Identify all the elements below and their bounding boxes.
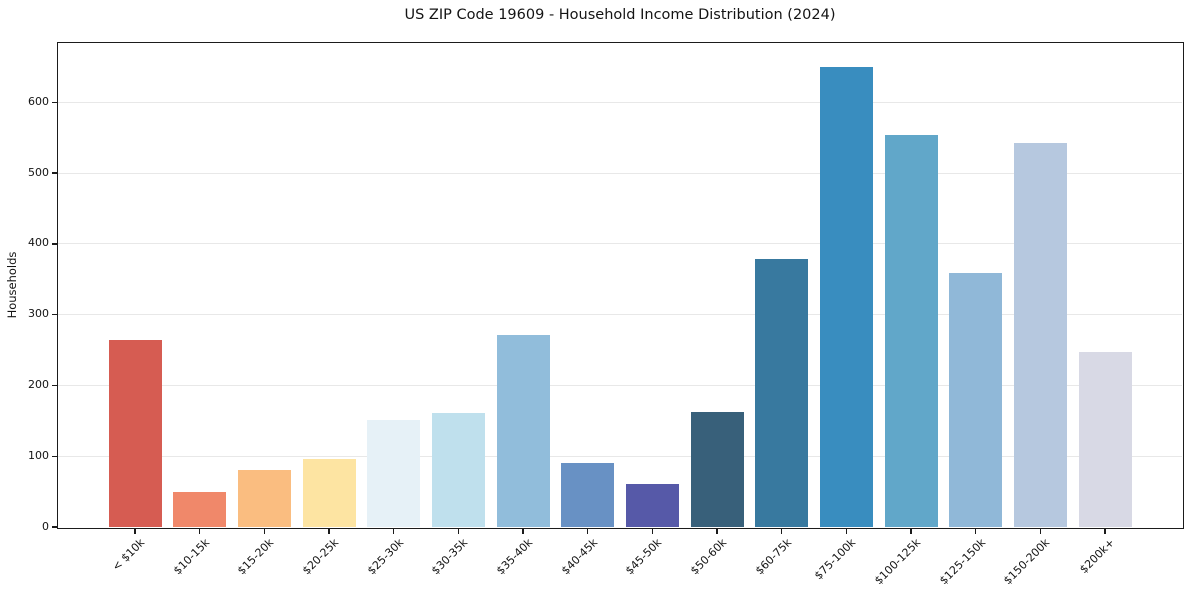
bar-$125-150k [949,272,1003,527]
x-tick-mark-$40-45k [586,528,589,534]
y-tick-mark-300 [51,314,57,316]
bar-$35-40k [496,334,550,527]
bar-$100-125k [884,135,938,527]
x-tick-mark-$75-100k [845,528,848,534]
x-tick-label-< $10k: < $10k [109,536,148,574]
x-tick-mark-$50-60k [716,528,718,534]
y-tick-mark-200 [51,384,57,387]
y-tick-label-0: 0 [42,519,49,533]
bar-$15-20k [237,469,291,527]
plot-area [56,41,1184,529]
gridline-y-600 [58,101,1182,103]
x-tick-mark-$200k+ [1104,528,1106,534]
x-tick-mark-$45-50k [651,528,654,534]
bar-$40-45k [561,463,615,527]
gridline-y-200 [58,384,1182,386]
gridline-y-300 [58,314,1182,316]
bar-$20-25k [302,459,356,527]
gridline-y-400 [58,243,1182,245]
bar-$25-30k [367,420,421,527]
y-tick-label-300: 300 [28,307,49,321]
y-tick-label-600: 600 [28,94,49,108]
y-tick-mark-600 [51,101,57,104]
bar-$150-200k [1013,142,1067,527]
x-tick-mark-$20-25k [328,528,330,534]
x-tick-mark-< $10k [134,528,136,534]
y-tick-label-100: 100 [28,448,49,462]
bar-$75-100k [819,67,873,527]
x-tick-mark-$35-40k [522,528,524,534]
y-tick-label-400: 400 [28,236,49,250]
y-tick-mark-100 [51,455,57,457]
x-tick-mark-$15-20k [263,528,266,534]
bar-$60-75k [755,258,809,527]
x-tick-mark-$30-35k [457,528,460,534]
chart-title: US ZIP Code 19609 - Household Income Dis… [404,7,836,23]
bar-< $10k [108,339,162,527]
x-tick-mark-$10-15k [198,528,201,534]
y-tick-mark-400 [51,243,57,245]
y-tick-label-200: 200 [28,377,49,391]
x-tick-mark-$100-125k [910,528,912,534]
bar-$45-50k [625,483,679,527]
bar-$200k+ [1078,352,1132,527]
x-tick-mark-$150-200k [1039,528,1042,534]
x-tick-mark-$25-30k [392,528,395,534]
x-tick-mark-$60-75k [780,528,783,534]
gridline-y-100 [58,455,1182,457]
gridline-y-500 [58,172,1182,174]
bar-$10-15k [173,491,227,527]
y-tick-mark-0 [51,526,57,528]
x-tick-mark-$125-150k [974,528,977,534]
y-tick-label-500: 500 [28,165,49,179]
bar-$30-35k [431,413,485,527]
y-tick-mark-500 [51,172,57,174]
bar-$50-60k [690,412,744,527]
